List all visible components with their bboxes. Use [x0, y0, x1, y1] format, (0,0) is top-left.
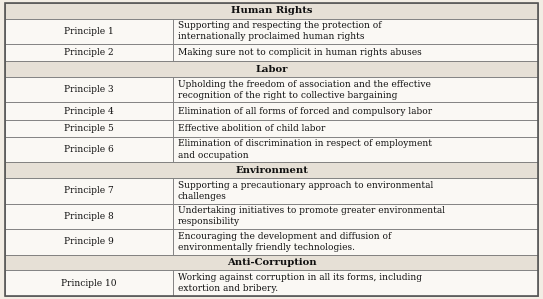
- Bar: [5, 3, 538, 19]
- Bar: [173, 270, 538, 296]
- Bar: [5, 44, 173, 61]
- Text: Working against corruption in all its forms, including
extortion and bribery.: Working against corruption in all its fo…: [178, 273, 422, 293]
- Text: Making sure not to complicit in human rights abuses: Making sure not to complicit in human ri…: [178, 48, 422, 57]
- Bar: [173, 44, 538, 61]
- Text: Anti-Corruption: Anti-Corruption: [226, 258, 317, 267]
- Bar: [173, 77, 538, 103]
- Text: Human Rights: Human Rights: [231, 6, 312, 15]
- Text: Upholding the freedom of association and the effective
recognition of the right : Upholding the freedom of association and…: [178, 80, 431, 100]
- Text: Elimination of discrimination in respect of employment
and occupation: Elimination of discrimination in respect…: [178, 139, 432, 160]
- Text: Principle 6: Principle 6: [64, 145, 114, 154]
- Text: Effective abolition of child labor: Effective abolition of child labor: [178, 123, 325, 133]
- Bar: [5, 178, 173, 204]
- Text: Principle 1: Principle 1: [64, 27, 114, 36]
- Bar: [173, 178, 538, 204]
- Text: Supporting a precautionary approach to environmental
challenges: Supporting a precautionary approach to e…: [178, 181, 433, 201]
- Bar: [173, 229, 538, 255]
- Text: Principle 9: Principle 9: [64, 237, 114, 246]
- Bar: [5, 77, 173, 103]
- Text: Principle 7: Principle 7: [64, 186, 114, 195]
- Bar: [5, 103, 173, 120]
- Text: Supporting and respecting the protection of
internationally proclaimed human rig: Supporting and respecting the protection…: [178, 21, 381, 41]
- Bar: [5, 270, 173, 296]
- Text: Labor: Labor: [255, 65, 288, 74]
- Bar: [5, 61, 538, 77]
- Bar: [173, 204, 538, 229]
- Bar: [5, 255, 538, 270]
- Bar: [5, 204, 173, 229]
- Bar: [173, 19, 538, 44]
- Bar: [5, 162, 538, 178]
- Bar: [173, 103, 538, 120]
- Bar: [5, 137, 173, 162]
- Bar: [5, 120, 173, 137]
- Text: Encouraging the development and diffusion of
environmentally friendly technologi: Encouraging the development and diffusio…: [178, 232, 391, 252]
- Text: Environment: Environment: [235, 166, 308, 175]
- Text: Elimination of all forms of forced and compulsory labor: Elimination of all forms of forced and c…: [178, 106, 432, 115]
- Text: Principle 3: Principle 3: [64, 85, 114, 94]
- Bar: [5, 229, 173, 255]
- Text: Principle 8: Principle 8: [64, 212, 114, 221]
- Text: Undertaking initiatives to promote greater environmental
responsibility: Undertaking initiatives to promote great…: [178, 206, 445, 226]
- Text: Principle 2: Principle 2: [64, 48, 114, 57]
- Bar: [5, 19, 173, 44]
- Bar: [173, 120, 538, 137]
- Text: Principle 10: Principle 10: [61, 279, 117, 288]
- Text: Principle 4: Principle 4: [64, 106, 114, 115]
- Text: Principle 5: Principle 5: [64, 123, 114, 133]
- Bar: [173, 137, 538, 162]
